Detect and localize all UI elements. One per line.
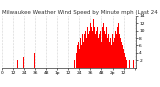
Bar	[34, 53, 35, 68]
Bar	[92, 31, 93, 68]
Bar	[114, 38, 115, 68]
Bar	[116, 34, 117, 68]
Bar	[117, 27, 118, 68]
Bar	[77, 46, 78, 68]
Bar	[126, 60, 127, 68]
Bar	[121, 42, 122, 68]
Bar	[109, 42, 110, 68]
Bar	[96, 31, 97, 68]
Bar	[122, 46, 123, 68]
Bar	[129, 60, 130, 68]
Bar	[83, 42, 84, 68]
Bar	[95, 23, 96, 68]
Bar	[105, 34, 106, 68]
Bar	[86, 38, 87, 68]
Bar	[106, 27, 107, 68]
Bar	[88, 34, 89, 68]
Bar	[90, 23, 91, 68]
Bar	[113, 42, 114, 68]
Bar	[81, 46, 82, 68]
Bar	[94, 27, 95, 68]
Bar	[104, 31, 105, 68]
Bar	[120, 38, 121, 68]
Bar	[78, 42, 79, 68]
Bar	[99, 34, 100, 68]
Bar	[125, 57, 126, 68]
Bar	[89, 31, 90, 68]
Bar	[87, 27, 88, 68]
Bar	[79, 49, 80, 68]
Bar	[23, 57, 24, 68]
Bar	[110, 38, 111, 68]
Bar	[102, 27, 103, 68]
Bar	[103, 23, 104, 68]
Bar	[119, 34, 120, 68]
Bar	[107, 31, 108, 68]
Bar	[115, 31, 116, 68]
Bar	[123, 49, 124, 68]
Bar	[17, 60, 18, 68]
Bar	[97, 27, 98, 68]
Bar	[85, 31, 86, 68]
Bar	[91, 27, 92, 68]
Bar	[133, 60, 134, 68]
Bar	[82, 34, 83, 68]
Bar	[108, 34, 109, 68]
Bar	[124, 53, 125, 68]
Bar	[111, 46, 112, 68]
Bar	[118, 23, 119, 68]
Bar	[80, 38, 81, 68]
Bar	[84, 34, 85, 68]
Bar	[100, 31, 101, 68]
Bar	[74, 60, 75, 68]
Bar	[76, 53, 77, 68]
Bar	[101, 42, 102, 68]
Bar	[93, 19, 94, 68]
Text: Milwaukee Weather Wind Speed by Minute mph (Last 24 Hours): Milwaukee Weather Wind Speed by Minute m…	[2, 10, 160, 15]
Bar	[112, 34, 113, 68]
Bar	[98, 38, 99, 68]
